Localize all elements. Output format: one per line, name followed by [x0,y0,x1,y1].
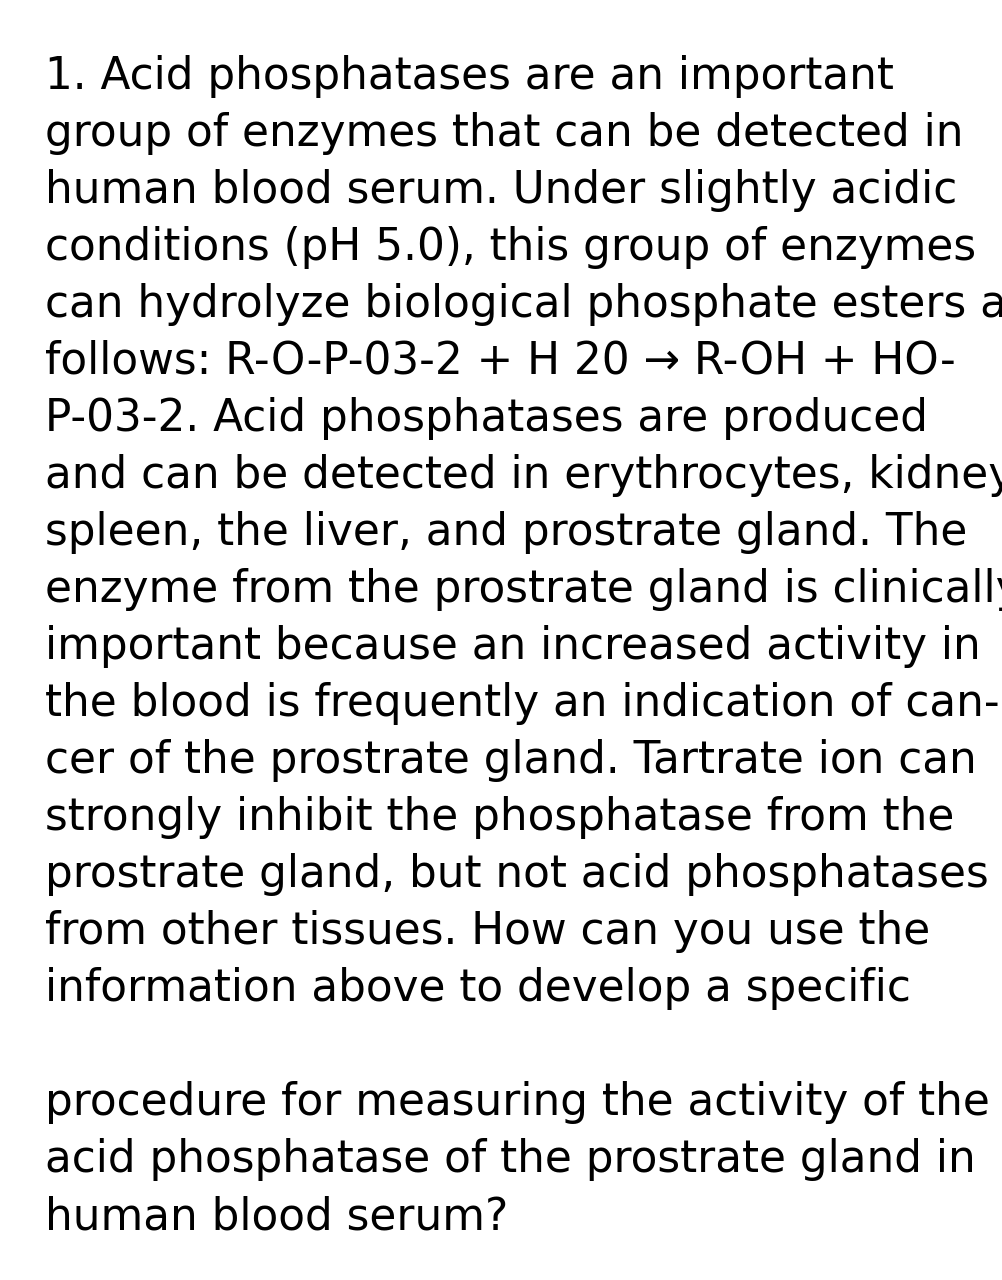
Text: from other tissues. How can you use the: from other tissues. How can you use the [45,910,929,954]
Text: human blood serum?: human blood serum? [45,1196,508,1238]
Text: important because an increased activity in: important because an increased activity … [45,625,980,668]
Text: 1. Acid phosphatases are an important: 1. Acid phosphatases are an important [45,55,893,99]
Text: and can be detected in erythrocytes, kidney,: and can be detected in erythrocytes, kid… [45,454,1002,497]
Text: acid phosphatase of the prostrate gland in: acid phosphatase of the prostrate gland … [45,1138,975,1181]
Text: enzyme from the prostrate gland is clinically: enzyme from the prostrate gland is clini… [45,568,1002,611]
Text: the blood is frequently an indication of can-: the blood is frequently an indication of… [45,682,999,724]
Text: can hydrolyze biological phosphate esters as: can hydrolyze biological phosphate ester… [45,283,1002,326]
Text: P-03-2. Acid phosphatases are produced: P-03-2. Acid phosphatases are produced [45,397,927,440]
Text: follows: R-O-P-03-2 + H 20 → R-OH + HO-: follows: R-O-P-03-2 + H 20 → R-OH + HO- [45,340,955,383]
Text: information above to develop a specific: information above to develop a specific [45,966,910,1010]
Text: procedure for measuring the activity of the: procedure for measuring the activity of … [45,1082,989,1124]
Text: strongly inhibit the phosphatase from the: strongly inhibit the phosphatase from th… [45,796,954,838]
Text: cer of the prostrate gland. Tartrate ion can: cer of the prostrate gland. Tartrate ion… [45,739,976,782]
Text: conditions (pH 5.0), this group of enzymes: conditions (pH 5.0), this group of enzym… [45,227,975,269]
Text: group of enzymes that can be detected in: group of enzymes that can be detected in [45,111,963,155]
Text: prostrate gland, but not acid phosphatases: prostrate gland, but not acid phosphatas… [45,852,988,896]
Text: human blood serum. Under slightly acidic: human blood serum. Under slightly acidic [45,169,956,212]
Text: spleen, the liver, and prostrate gland. The: spleen, the liver, and prostrate gland. … [45,511,966,554]
